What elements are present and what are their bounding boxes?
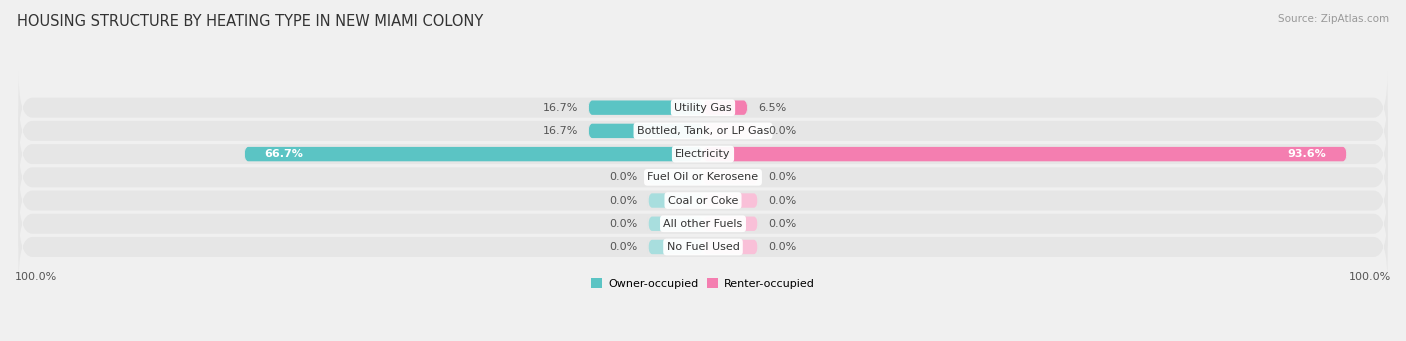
Text: Bottled, Tank, or LP Gas: Bottled, Tank, or LP Gas [637,126,769,136]
FancyBboxPatch shape [703,240,758,254]
FancyBboxPatch shape [703,193,758,208]
Text: HOUSING STRUCTURE BY HEATING TYPE IN NEW MIAMI COLONY: HOUSING STRUCTURE BY HEATING TYPE IN NEW… [17,14,484,29]
FancyBboxPatch shape [18,71,1388,144]
Text: No Fuel Used: No Fuel Used [666,242,740,252]
FancyBboxPatch shape [18,118,1388,191]
Text: 0.0%: 0.0% [609,219,638,229]
Text: 6.5%: 6.5% [758,103,786,113]
Text: 100.0%: 100.0% [15,272,58,282]
FancyBboxPatch shape [18,141,1388,214]
FancyBboxPatch shape [703,147,1347,161]
FancyBboxPatch shape [703,170,758,184]
FancyBboxPatch shape [18,94,1388,167]
FancyBboxPatch shape [18,187,1388,260]
Text: 0.0%: 0.0% [609,195,638,206]
FancyBboxPatch shape [648,217,703,231]
FancyBboxPatch shape [18,164,1388,237]
Text: 16.7%: 16.7% [543,126,578,136]
FancyBboxPatch shape [648,240,703,254]
Text: Utility Gas: Utility Gas [675,103,731,113]
Text: 0.0%: 0.0% [768,126,797,136]
FancyBboxPatch shape [588,101,703,115]
FancyBboxPatch shape [588,124,703,138]
Text: 0.0%: 0.0% [768,219,797,229]
Text: 0.0%: 0.0% [768,242,797,252]
Text: Source: ZipAtlas.com: Source: ZipAtlas.com [1278,14,1389,24]
Text: 0.0%: 0.0% [768,172,797,182]
Text: 93.6%: 93.6% [1288,149,1326,159]
FancyBboxPatch shape [648,170,703,184]
Text: All other Fuels: All other Fuels [664,219,742,229]
Text: 100.0%: 100.0% [1348,272,1391,282]
Text: 16.7%: 16.7% [543,103,578,113]
FancyBboxPatch shape [703,101,748,115]
FancyBboxPatch shape [648,193,703,208]
FancyBboxPatch shape [703,124,758,138]
FancyBboxPatch shape [703,217,758,231]
Text: 0.0%: 0.0% [768,195,797,206]
Text: 66.7%: 66.7% [264,149,304,159]
Text: Fuel Oil or Kerosene: Fuel Oil or Kerosene [647,172,759,182]
Text: Electricity: Electricity [675,149,731,159]
FancyBboxPatch shape [18,210,1388,283]
Text: 0.0%: 0.0% [609,242,638,252]
Text: 0.0%: 0.0% [609,172,638,182]
Legend: Owner-occupied, Renter-occupied: Owner-occupied, Renter-occupied [592,278,814,289]
FancyBboxPatch shape [245,147,703,161]
Text: Coal or Coke: Coal or Coke [668,195,738,206]
